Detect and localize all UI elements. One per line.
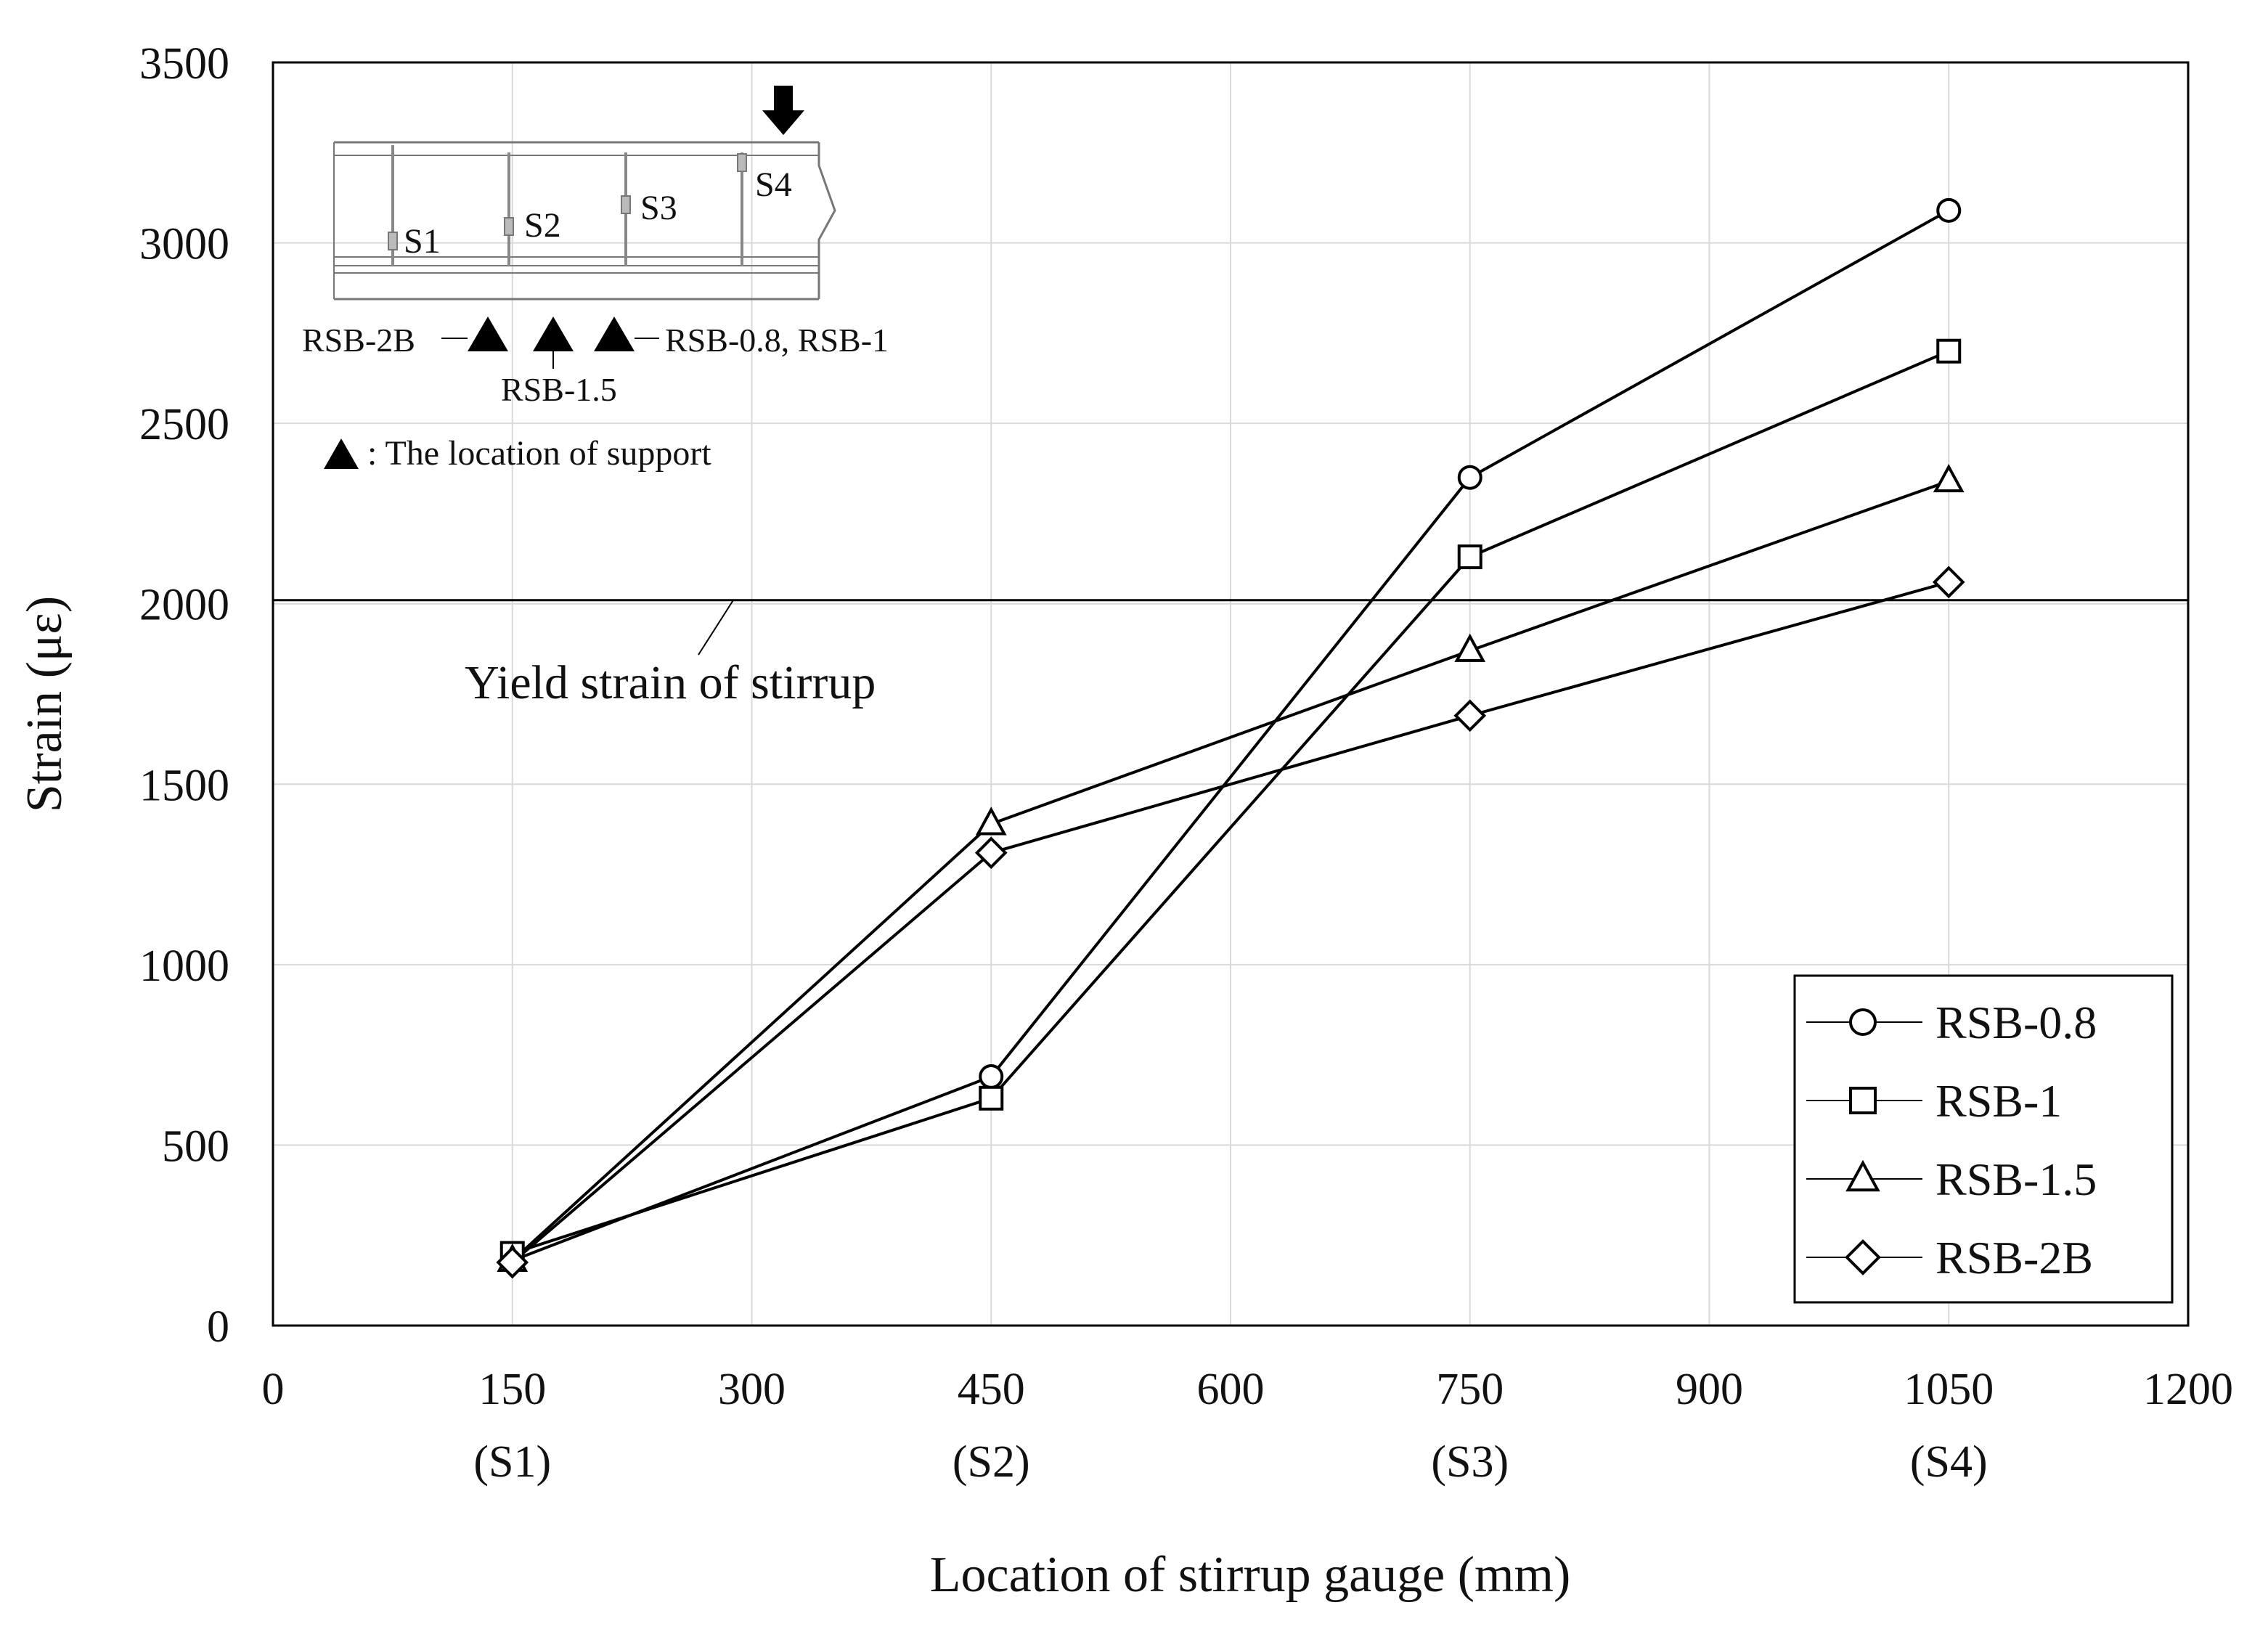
data-point-rsb-2b — [1453, 699, 1487, 732]
yield-strain-leader — [698, 600, 734, 656]
x-axis-title: Location of stirrup gauge (mm) — [930, 1547, 1571, 1603]
data-point-rsb-1 — [1936, 338, 1962, 364]
data-point-rsb-1 — [1457, 544, 1482, 570]
data-point-rsb-2b — [1932, 566, 1965, 599]
strain-gauge — [388, 232, 398, 250]
series-line-rsb-1 — [512, 349, 1950, 1255]
legend-label-rsb-1: RSB-1 — [1935, 1075, 2062, 1127]
legend: RSB-0.8 RSB-1 RSB-1.5 RSB-2B — [1793, 974, 2174, 1304]
data-point-rsb-0-8 — [1457, 465, 1482, 490]
x-tick-sublabel: (S4) — [1910, 1437, 1988, 1487]
x-tick-sublabel: (S2) — [953, 1437, 1030, 1487]
data-point-rsb-0-8 — [979, 1063, 1004, 1089]
gauge-label-s3: S3 — [640, 189, 677, 227]
load-arrow-icon — [762, 86, 804, 135]
gauge-label-s4: S4 — [755, 166, 792, 204]
y-tick-label: 1500 — [139, 761, 229, 810]
y-tick-label: 3500 — [139, 39, 229, 89]
x-tick-sublabel: (S1) — [473, 1437, 551, 1487]
data-point-rsb-2b — [496, 1246, 529, 1279]
y-tick-label: 3000 — [139, 220, 229, 269]
strain-gauge — [737, 153, 747, 172]
x-tick-label: 450 — [958, 1365, 1025, 1414]
y-tick-label: 500 — [162, 1122, 229, 1171]
y-tick-label: 2500 — [139, 400, 229, 449]
legend-marker-rsb-2b — [1845, 1239, 1881, 1275]
support-triangle-icon — [468, 317, 508, 351]
x-axis-ticks: 0 150 300 450 600 750 900 1050 1200 (S1) (S2) (S3) (… — [262, 1365, 2234, 1487]
y-axis-title: Strain (με) — [17, 596, 73, 812]
support-label-rsb-2b: RSB-2B — [302, 322, 415, 359]
series-line-rsb-1-5 — [511, 479, 1949, 1262]
data-point-rsb-1-5 — [975, 807, 1007, 836]
x-tick-label: 1200 — [2143, 1365, 2233, 1414]
legend-marker-rsb-1-5 — [1845, 1159, 1880, 1192]
grid-lines — [273, 62, 2188, 1326]
y-tick-label: 2000 — [139, 581, 229, 630]
x-tick-label: 900 — [1676, 1365, 1743, 1414]
support-label-rsb-1-5: RSB-1.5 — [501, 371, 617, 408]
gauge-label-s2: S2 — [524, 206, 561, 245]
strain-gauge — [504, 217, 514, 236]
support-triangle-icon — [594, 317, 635, 351]
support-legend-triangle-icon — [324, 438, 359, 469]
legend-label-rsb-1-5: RSB-1.5 — [1935, 1154, 2097, 1205]
x-tick-label: 1050 — [1904, 1365, 1994, 1414]
support-label-rsb-0-8-rsb-1: RSB-0.8, RSB-1 — [665, 322, 889, 359]
y-axis-ticks: 0 500 1000 1500 2000 2500 3000 3500 — [139, 39, 229, 1352]
data-point-rsb-1-5 — [1454, 633, 1486, 662]
support-triangle-icon — [533, 317, 574, 351]
data-point-rsb-0-8 — [1936, 197, 1962, 223]
x-tick-label: 0 — [262, 1365, 285, 1414]
plot-area-frame — [272, 61, 2190, 1327]
y-tick-label: 0 — [207, 1302, 229, 1352]
x-tick-label: 150 — [478, 1365, 546, 1414]
gauge-label-s1: S1 — [404, 222, 441, 261]
legend-label-rsb-0-8: RSB-0.8 — [1935, 997, 2097, 1048]
x-tick-label: 750 — [1436, 1365, 1504, 1414]
strain-gauge — [621, 195, 631, 214]
legend-marker-rsb-1 — [1849, 1087, 1877, 1114]
legend-marker-rsb-0-8 — [1849, 1008, 1877, 1036]
legend-label-rsb-2b: RSB-2B — [1935, 1232, 2093, 1283]
beam-break-mark — [817, 142, 836, 299]
support-legend-text: : The location of support — [367, 434, 711, 473]
data-point-rsb-1 — [979, 1085, 1004, 1111]
data-point-rsb-2b — [974, 836, 1008, 870]
data-series — [496, 197, 1965, 1279]
data-point-rsb-1-5 — [1933, 464, 1965, 493]
yield-strain-label: Yield strain of stirrup — [465, 656, 876, 709]
series-line-rsb-0-8 — [512, 209, 1950, 1262]
y-tick-label: 1000 — [139, 942, 229, 991]
beam-schematic: S1 S2 S3 S4 RSB-2B RSB-1.5 RSB-0.8, RSB-… — [302, 86, 889, 473]
x-tick-sublabel: (S3) — [1431, 1437, 1509, 1487]
x-tick-label: 600 — [1197, 1365, 1265, 1414]
x-tick-label: 300 — [718, 1365, 786, 1414]
series-line-rsb-2b — [511, 580, 1949, 1264]
